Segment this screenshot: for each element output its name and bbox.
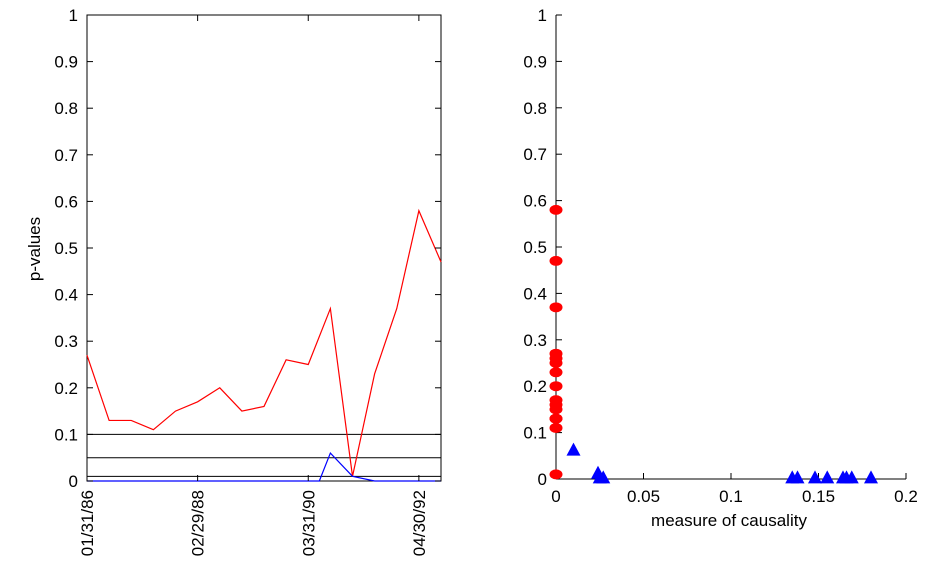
right-xtick-label: 0.1	[719, 487, 743, 506]
scatter-point-circle	[549, 204, 563, 215]
scatter-point-triangle	[790, 470, 805, 484]
right-xtick-label: 0	[551, 487, 560, 506]
left-xtick-label: 03/31/90	[299, 490, 318, 556]
scatter-point-triangle	[596, 470, 611, 484]
right-ytick-label: 0.8	[523, 99, 547, 118]
right-xtick-label: 0.2	[894, 487, 918, 506]
right-ytick-label: 0	[538, 470, 547, 489]
right-ytick-label: 0.6	[523, 192, 547, 211]
right-ytick-label: 0.9	[523, 52, 547, 71]
right-xtick-label: 0.15	[802, 487, 835, 506]
left-panel: 0 0.1 0.2 0.3 0.4 0.5 0.6 0.7 0.8 0.9 1 01/31/86 02/…	[54, 6, 442, 556]
left-ytick-label: 1	[69, 6, 78, 25]
scatter-point-circle	[549, 404, 563, 415]
left-series-line-0	[86, 208, 442, 477]
right-ytick-label: 1	[538, 6, 547, 25]
scatter-point-circle	[549, 469, 563, 480]
scatter-point-circle	[549, 367, 563, 378]
right-ytick-label: 0.4	[523, 284, 547, 303]
left-ytick-label: 0.3	[54, 332, 78, 351]
scatter-point-triangle	[820, 470, 835, 484]
right-x-axis-label: measure of causality	[651, 511, 807, 530]
scatter-point-triangle	[808, 470, 822, 484]
left-xtick-label: 04/30/92	[410, 490, 429, 556]
scatter-point-circle	[549, 358, 563, 368]
left-ytick-label: 0.6	[54, 192, 78, 211]
left-xtick-label: 02/29/88	[189, 490, 208, 556]
left-ytick-label: 0.8	[54, 99, 78, 118]
scatter-point-circle	[549, 413, 563, 424]
scatter-point-triangle	[566, 442, 581, 456]
left-ytick-label: 0.1	[54, 425, 78, 444]
scatter-point-circle	[549, 422, 563, 433]
left-ytick-label: 0.2	[54, 379, 78, 398]
right-xtick-label: 0.05	[627, 487, 660, 506]
right-ytick-label: 0.5	[523, 238, 547, 257]
right-ytick-label: 0.3	[523, 331, 547, 350]
scatter-point-circle	[549, 302, 563, 313]
scatter-point-circle	[549, 255, 563, 266]
left-ytick-label: 0.5	[54, 239, 78, 258]
left-ytick-label: 0.7	[54, 146, 78, 165]
scatter-point-triangle	[844, 470, 859, 484]
left-ytick-label: 0.9	[54, 53, 78, 72]
left-ytick-label: 0.4	[54, 286, 78, 305]
right-panel: 0 0.1 0.2 0.3 0.4 0.5 0.6 0.7 0.8 0.9 1 0 0.05 0.1 0.1…	[523, 6, 917, 506]
right-ytick-label: 0.7	[523, 145, 547, 164]
left-ytick-label: 0	[69, 472, 78, 491]
left-xtick-label: 01/31/86	[78, 490, 97, 556]
right-ytick-label: 0.1	[523, 424, 547, 443]
left-y-axis-label: p-values	[25, 217, 44, 281]
left-plot-frame	[86, 14, 442, 482]
right-ytick-label: 0.2	[523, 377, 547, 396]
scatter-point-triangle	[864, 470, 878, 484]
scatter-point-circle	[549, 381, 563, 392]
left-series-line-1	[87, 451, 441, 482]
